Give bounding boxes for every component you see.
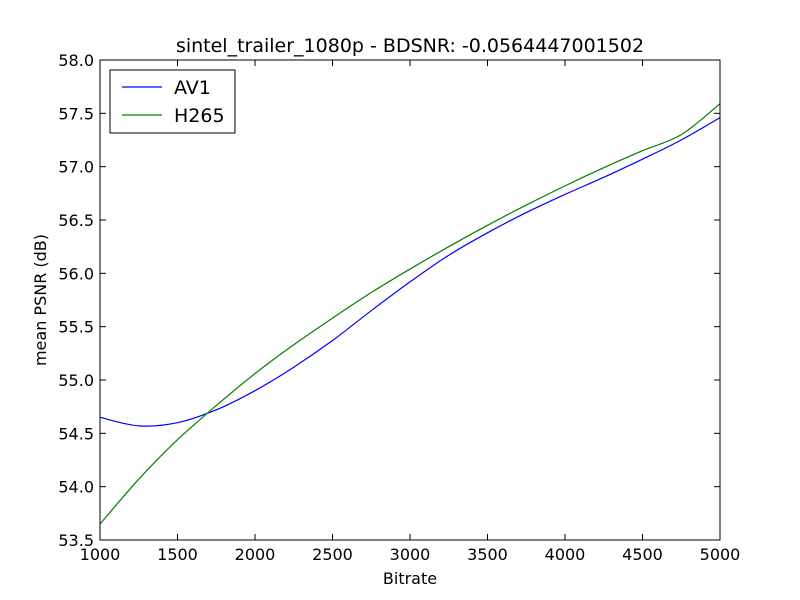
y-tick-label: 54.5 bbox=[58, 424, 94, 443]
chart-title: sintel_trailer_1080p - BDSNR: -0.0564447… bbox=[176, 35, 644, 57]
x-tick-label: 2500 bbox=[312, 545, 353, 564]
legend-label-h265: H265 bbox=[174, 105, 225, 127]
y-tick-label: 54.0 bbox=[58, 478, 94, 497]
series-line-av1 bbox=[99, 117, 721, 427]
legend-label-av1: AV1 bbox=[174, 77, 211, 99]
x-tick-label: 4000 bbox=[545, 545, 586, 564]
y-tick-label: 58.0 bbox=[58, 51, 94, 70]
legend: AV1 H265 bbox=[109, 69, 236, 134]
x-tick-label: 4500 bbox=[622, 545, 663, 564]
y-axis-label: mean PSNR (dB) bbox=[31, 234, 50, 366]
y-tick-label: 55.0 bbox=[58, 371, 94, 390]
x-tick-label: 1000 bbox=[80, 545, 121, 564]
x-tick-label: 1500 bbox=[157, 545, 198, 564]
y-tick-label: 53.5 bbox=[58, 531, 94, 550]
y-tick-label: 57.5 bbox=[58, 104, 94, 123]
plot-area: 1000 1500 2000 2500 3000 3500 4000 4500 5000 53.5… bbox=[58, 51, 740, 564]
x-tick-label: 3000 bbox=[390, 545, 431, 564]
y-tick-label: 55.5 bbox=[58, 318, 94, 337]
y-tick-label: 56.0 bbox=[58, 264, 94, 283]
x-tick-label: 3500 bbox=[467, 545, 508, 564]
x-axis-label: Bitrate bbox=[383, 569, 437, 588]
x-tick-label: 5000 bbox=[700, 545, 741, 564]
x-tick-label: 2000 bbox=[235, 545, 276, 564]
series-line-h265 bbox=[99, 103, 721, 525]
y-tick-label: 56.5 bbox=[58, 211, 94, 230]
legend-box bbox=[109, 69, 236, 134]
y-tick-label: 57.0 bbox=[58, 158, 94, 177]
